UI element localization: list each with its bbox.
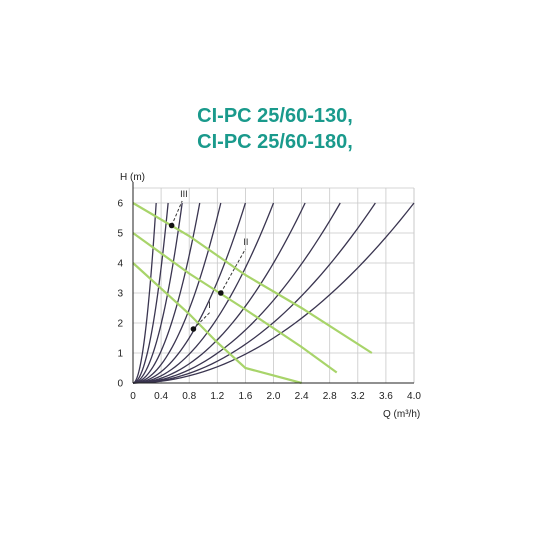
duty-point-II [218,290,224,296]
y-tick-label: 5 [117,229,123,240]
x-tick-label: 3.6 [379,391,393,402]
x-tick-label: 3.2 [351,391,365,402]
pump-curve-II [132,232,338,374]
system-curve-11 [132,202,415,384]
curve-label-III: III [180,189,188,199]
x-tick-label: 2.0 [267,391,281,402]
chart-title-line-1: CI-PC 25/60-130, [197,105,353,127]
curve-label-II: II [243,237,248,247]
x-tick-label: 2.4 [295,391,309,402]
x-tick-label: 1.6 [238,391,252,402]
x-tick-label: 1.2 [210,391,224,402]
duty-line-II [220,248,246,294]
duty-point-III [168,222,175,229]
system-curves [132,202,415,384]
x-tick-label: 0 [130,391,136,402]
system-curve-3 [132,202,183,384]
duty-point-I [190,326,197,332]
chart-title-line-2: CI-PC 25/60-180, [197,131,353,153]
y-tick-label: 2 [117,319,123,330]
tick-labels: 0 0.4 0.8 1.2 1.6 2.0 2.4 2.8 3.2 3.6 4.0 0 1 2 3 4 5 6 [117,199,421,403]
system-curve-1 [132,202,157,384]
x-tick-label: 4.0 [407,391,421,402]
curve-label-I: I [208,300,211,310]
system-curve-5 [132,202,222,384]
y-tick-label: 6 [117,199,123,210]
y-axis-label: H (m) [120,172,145,183]
system-curve-2 [132,202,169,384]
system-curve-10 [132,202,376,384]
y-tick-label: 4 [117,259,123,270]
y-tick-label: 3 [117,289,123,300]
duty-line-III [171,200,183,226]
system-curve-4 [132,202,201,384]
system-curve-8 [132,202,306,384]
x-tick-label: 0.4 [154,391,168,402]
duty-line-I [193,311,211,330]
system-curve-6 [132,202,247,384]
grid [132,187,415,384]
x-axis-label: Q (m³/h) [383,409,420,420]
pump-curve-I [132,262,302,385]
system-curve-7 [132,202,275,384]
x-tick-label: 0.8 [182,391,196,402]
y-tick-label: 1 [117,349,123,360]
y-tick-label: 0 [117,379,123,390]
axes [132,182,414,384]
x-tick-label: 2.8 [323,391,337,402]
system-curve-9 [132,202,341,384]
